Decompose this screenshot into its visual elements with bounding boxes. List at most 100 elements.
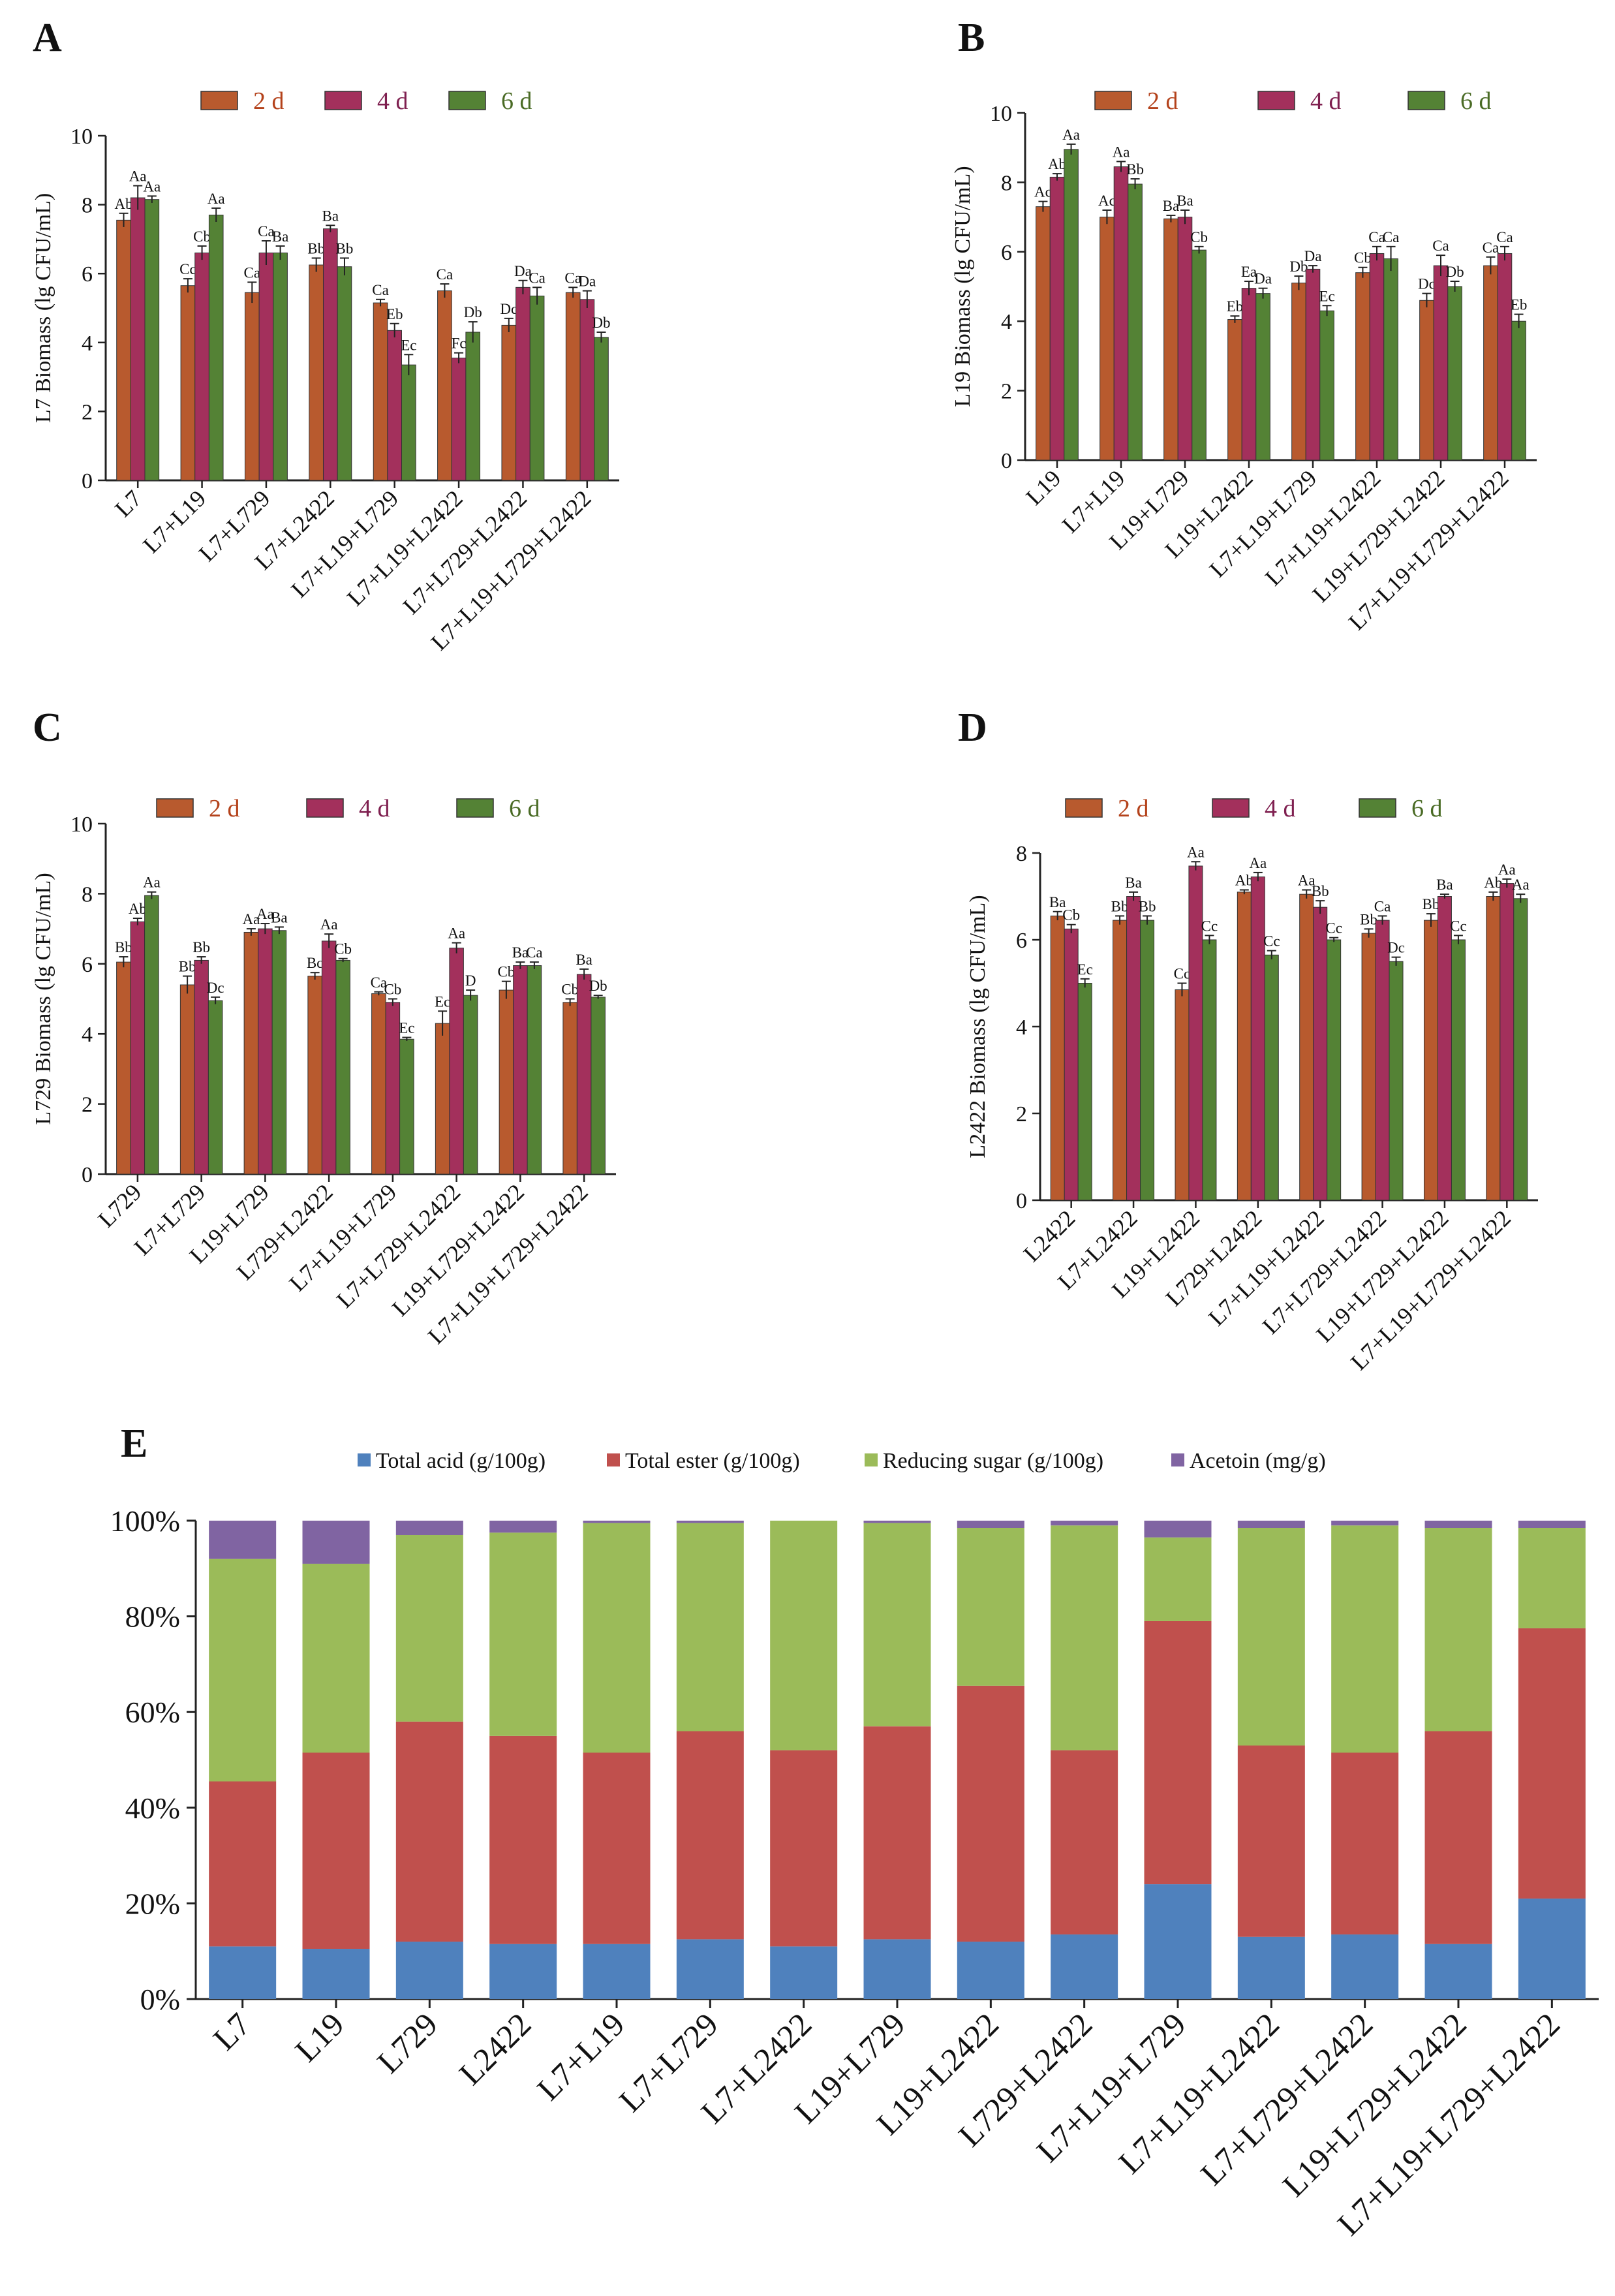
bar (1305, 268, 1321, 461)
significance-label: Da (514, 263, 532, 279)
bar (144, 895, 159, 1175)
stack-segment (957, 1521, 1024, 1528)
significance-label: Cb (193, 228, 211, 245)
significance-label: Cb (384, 982, 401, 998)
significance-label: Cc (179, 261, 196, 277)
significance-label: Bb (1111, 898, 1129, 914)
bar (1500, 883, 1515, 1201)
stack-segment (1144, 1884, 1212, 1999)
y-tick-label: 0 (82, 1163, 93, 1187)
stack-segment (863, 1523, 931, 1727)
bar (144, 199, 160, 481)
y-tick-label: 4 (1016, 1016, 1027, 1040)
significance-label: Ec (1077, 961, 1093, 978)
panel-e: E Total acid (g/100g) Total ester (g/100g)… (110, 1421, 1599, 2242)
significance-label: Ec (399, 1020, 414, 1036)
y-tick-label: 20% (125, 1887, 180, 1920)
stack-segment (1237, 1527, 1305, 1746)
stack-segment (1518, 1527, 1586, 1628)
stack-segment (1144, 1621, 1212, 1885)
stack-segment (1331, 1525, 1399, 1753)
stack-segment (676, 1523, 744, 1731)
bar (373, 302, 388, 481)
significance-label: Ca (1483, 240, 1500, 256)
stack-segment (863, 1939, 931, 1999)
y-tick-label: 10 (70, 813, 93, 837)
significance-label: Cb (1354, 250, 1372, 266)
legend-label: Total acid (g/100g) (376, 1449, 546, 1473)
bar (179, 984, 195, 1175)
significance-label: Bb (1126, 161, 1144, 178)
legend-swatch (156, 798, 194, 818)
y-tick-label: 0 (1001, 449, 1012, 473)
bar (1291, 283, 1306, 461)
bar (116, 961, 131, 1175)
significance-label: Eb (1227, 298, 1244, 315)
bar (387, 330, 403, 481)
bar (529, 296, 545, 481)
significance-label: Da (1304, 248, 1322, 264)
bar (594, 337, 609, 481)
bar (180, 285, 196, 481)
significance-label: Bb (1312, 883, 1329, 899)
y-axis-label: L7 Biomass (lg CFU/mL) (31, 193, 55, 423)
stack-segment (676, 1731, 744, 1940)
stack-segment (489, 1735, 557, 1944)
significance-label: Ca (1374, 898, 1391, 914)
legend-label: 6 d (1460, 87, 1492, 115)
bar (449, 948, 464, 1175)
significance-label: Ba (1177, 193, 1193, 209)
stack-segment (957, 1527, 1024, 1686)
stack-segment (1237, 1521, 1305, 1528)
stack-segment (1518, 1628, 1586, 1899)
y-tick-label: 4 (82, 1023, 93, 1047)
bar (1299, 893, 1314, 1201)
bar (243, 931, 259, 1175)
significance-label: Cc (1263, 933, 1280, 950)
y-axis-label: L19 Biomass (lg CFU/mL) (951, 166, 975, 407)
bar (1313, 907, 1328, 1201)
significance-label: Db (464, 304, 482, 320)
significance-label: Bb (1360, 911, 1377, 927)
stack-segment (395, 1534, 463, 1722)
significance-label: Ba (1049, 894, 1066, 910)
stack-segment (489, 1532, 557, 1736)
y-tick-label: 6 (82, 262, 93, 287)
legend-label: 4 d (359, 795, 390, 822)
stack-segment (1144, 1537, 1212, 1621)
significance-label: Cb (561, 982, 579, 998)
significance-label: Ba (1163, 198, 1180, 214)
y-tick-label: 8 (82, 882, 93, 907)
y-tick-label: 0 (82, 469, 93, 493)
significance-label: Bb (1139, 898, 1156, 914)
panel-d: D 2 d 4 d 6 d 0 2 4 6 8 L2422 Biomass (lg CFU/mL)… (958, 706, 1538, 1375)
bar (1369, 253, 1385, 461)
significance-label: Aa (1062, 127, 1080, 143)
y-tick-label: 0 (1016, 1189, 1027, 1213)
legend-swatch (607, 1453, 620, 1466)
legend-swatch (1094, 91, 1132, 110)
significance-label: Ba (512, 944, 529, 961)
stack-segment (1424, 1944, 1492, 1999)
stack-segment (209, 1521, 277, 1559)
significance-label: Ba (272, 228, 289, 245)
x-tick-label: L7+L19+L2422 (1260, 465, 1386, 591)
bar (1486, 896, 1501, 1201)
bar (1447, 286, 1462, 461)
significance-label: Ba (1436, 877, 1453, 893)
significance-label: Aa (1498, 861, 1516, 878)
legend-swatch (358, 1453, 371, 1466)
y-tick-label: 4 (82, 332, 93, 356)
significance-label: Bb (192, 939, 210, 955)
stack-segment (770, 1750, 838, 1947)
legend-label: 2 d (1118, 795, 1149, 822)
significance-label: Db (1289, 258, 1308, 275)
legend-label: Total ester (g/100g) (625, 1449, 800, 1473)
bar (1264, 954, 1279, 1201)
y-tick-label: 8 (1016, 842, 1027, 866)
legend-swatch (1257, 91, 1295, 110)
significance-label: Dc (1418, 276, 1436, 292)
y-tick-label: 6 (1016, 929, 1027, 953)
stack-segment (583, 1752, 651, 1944)
bar (1355, 272, 1370, 461)
